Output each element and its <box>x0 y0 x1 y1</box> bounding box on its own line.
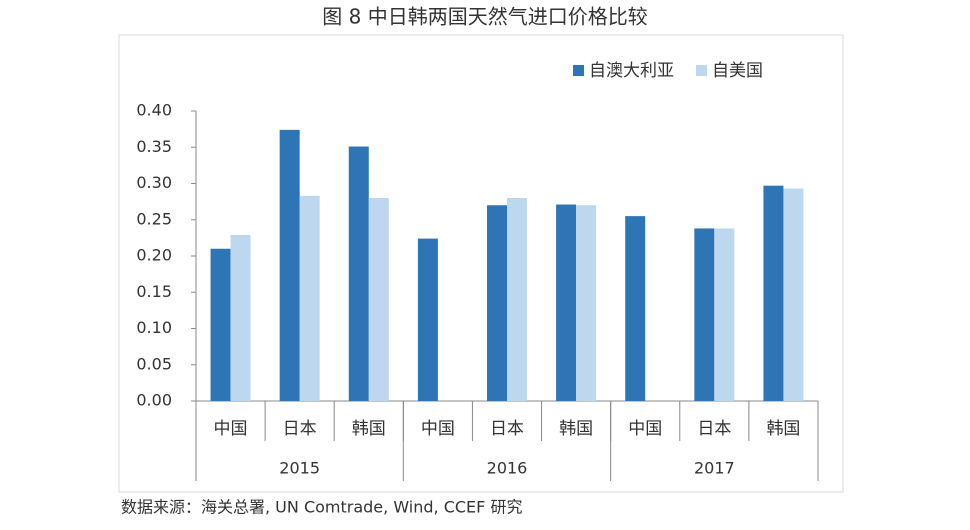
bar <box>368 198 389 401</box>
y-tick-label: 0.10 <box>136 318 172 337</box>
bar <box>714 228 735 401</box>
x-tick-label: 韩国 <box>766 419 800 439</box>
x-tick-label: 中国 <box>214 419 248 439</box>
chart-frame <box>118 34 844 493</box>
bar <box>576 205 597 401</box>
x-tick-label: 日本 <box>697 419 731 439</box>
bar <box>556 204 577 401</box>
x-tick-label: 韩国 <box>559 419 593 439</box>
y-tick-label: 0.05 <box>136 354 172 373</box>
bar <box>694 228 715 401</box>
legend-swatch <box>573 65 584 76</box>
legend-label: 自澳大利亚 <box>589 61 674 81</box>
chart-title: 图 8 中日韩两国天然气进口价格比较 <box>322 5 647 29</box>
legend-swatch <box>696 65 707 76</box>
bar <box>417 238 438 401</box>
bar <box>487 205 507 401</box>
bar <box>625 216 646 401</box>
bar <box>507 198 527 401</box>
x-tick-label: 中国 <box>628 419 662 439</box>
y-tick-label: 0.35 <box>136 137 172 156</box>
y-tick-label: 0.30 <box>136 173 172 192</box>
source-note: 数据来源：海关总署, UN Comtrade, Wind, CCEF 研究 <box>121 498 522 517</box>
y-tick-label: 0.00 <box>136 391 172 410</box>
bar <box>763 185 784 401</box>
group-label: 2015 <box>279 459 320 478</box>
x-tick-label: 日本 <box>283 419 317 439</box>
bar <box>210 248 231 401</box>
bar <box>299 195 320 401</box>
x-tick-label: 日本 <box>490 419 524 439</box>
legend-label: 自美国 <box>712 61 763 81</box>
bar <box>348 146 369 401</box>
y-tick-label: 0.15 <box>136 282 172 301</box>
y-tick-label: 0.20 <box>136 246 172 265</box>
y-tick-label: 0.40 <box>136 101 172 120</box>
bar <box>783 188 804 401</box>
bar <box>279 129 300 401</box>
bar <box>230 234 251 401</box>
x-tick-label: 韩国 <box>352 419 386 439</box>
x-tick-label: 中国 <box>421 419 455 439</box>
group-label: 2017 <box>694 459 735 478</box>
y-tick-label: 0.25 <box>136 209 172 228</box>
group-label: 2016 <box>487 459 528 478</box>
